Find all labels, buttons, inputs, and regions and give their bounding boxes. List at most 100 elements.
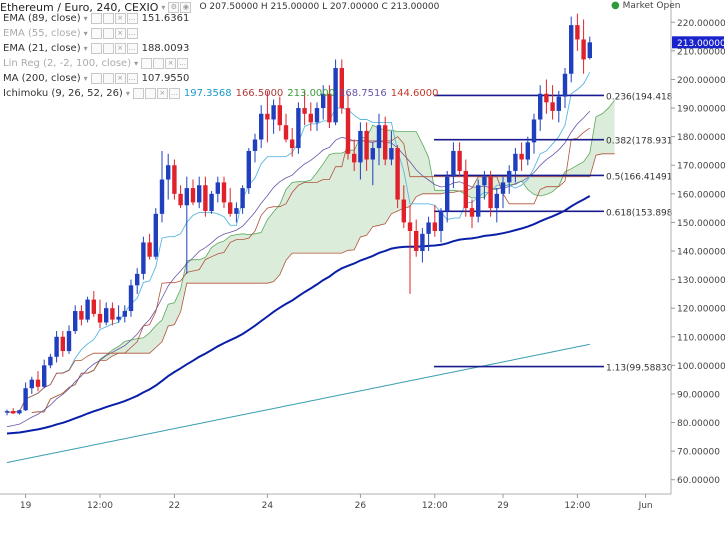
candle-body — [234, 208, 239, 214]
legend-label: Lin Reg (2, -2, 100, close) — [3, 58, 132, 69]
y-tick-label: 130.00000 — [677, 276, 725, 286]
candle-body — [562, 73, 568, 97]
settings-icon[interactable] — [102, 43, 114, 54]
candle-body — [23, 388, 28, 411]
chevron-down-icon[interactable]: ▾ — [125, 89, 130, 98]
fib-level-label: 0.236(194.418 — [606, 92, 673, 102]
ichimoku-value: 168.7516 — [339, 88, 387, 99]
close-icon[interactable]: × — [114, 43, 126, 54]
candle-body — [265, 113, 270, 120]
candle-body — [482, 176, 487, 186]
symbol-dropdown-icon[interactable]: ▾ — [161, 2, 166, 12]
chevron-down-icon[interactable]: ▾ — [83, 74, 88, 83]
chevron-down-icon[interactable]: ▾ — [83, 14, 88, 23]
candle-body — [240, 188, 245, 209]
legend-value: 188.0093 — [141, 43, 190, 54]
x-tick-label: 26 — [355, 501, 367, 511]
settings-icon[interactable] — [153, 58, 165, 69]
candle-body — [327, 93, 332, 123]
x-tick-label: 12:00 — [87, 501, 113, 511]
candle-body — [48, 356, 53, 366]
close-icon[interactable]: × — [156, 88, 168, 99]
legend-row[interactable]: EMA (89, close) ▾ ×… 151.6361 — [3, 13, 189, 24]
y-tick-label: 120.00000 — [677, 305, 725, 315]
hide-icon[interactable]: ◉ — [180, 1, 192, 13]
candle-body — [147, 242, 152, 257]
more-icon[interactable]: … — [126, 13, 138, 24]
candle-body — [252, 139, 258, 151]
y-tick-label: 70.00000 — [677, 448, 720, 458]
candle-body — [531, 119, 537, 143]
more-icon[interactable]: … — [177, 58, 189, 69]
ichimoku-span-b-line — [31, 153, 615, 413]
eye-icon[interactable] — [90, 28, 102, 39]
x-tick-label: 12:00 — [422, 501, 448, 511]
market-status: ● Market Open — [611, 0, 680, 11]
legend-row-ichimoku[interactable]: Ichimoku (9, 26, 52, 26) ▾ ×… 197.3568 166.5… — [3, 88, 438, 99]
close-icon[interactable]: × — [114, 13, 126, 24]
candle-body — [172, 165, 177, 194]
eye-icon[interactable] — [141, 58, 153, 69]
candle-body — [246, 150, 251, 189]
candle-body — [426, 222, 431, 234]
legend-label: MA (200, close) — [3, 73, 81, 84]
candle-body — [358, 130, 363, 163]
ma200-line — [6, 343, 590, 464]
candle-body — [85, 299, 90, 320]
ichimoku-span-a-line — [31, 99, 615, 413]
settings-icon[interactable] — [102, 13, 114, 24]
y-tick-label: 60.00000 — [677, 476, 720, 486]
ema89-line — [6, 195, 591, 435]
legend-row[interactable]: MA (200, close) ▾ ×… 107.9550 — [3, 73, 189, 84]
candle-body — [197, 185, 202, 203]
eye-icon[interactable] — [90, 73, 102, 84]
candle-body — [389, 148, 394, 160]
candle-body — [376, 125, 382, 149]
settings-icon[interactable]: ⚙ — [168, 1, 180, 13]
settings-icon[interactable] — [102, 73, 114, 84]
candle-body — [128, 285, 134, 312]
y-tick-label: 190.00000 — [677, 105, 725, 115]
candle-body — [110, 308, 115, 320]
chevron-down-icon[interactable]: ▾ — [83, 44, 88, 53]
legend-row[interactable]: EMA (21, close) ▾ ×… 188.0093 — [3, 43, 189, 54]
fib-level-label: 0.618(153.898 — [606, 208, 673, 218]
fib-level-label: 1.13(99.58830 — [606, 364, 673, 374]
candle-body — [141, 242, 146, 274]
candle-body — [283, 125, 289, 140]
candle-body — [73, 311, 78, 332]
close-icon[interactable]: × — [114, 28, 126, 39]
x-tick-label: 12:00 — [564, 501, 590, 511]
more-icon[interactable]: … — [126, 28, 138, 39]
candle-body — [525, 142, 530, 160]
market-status-label: Market Open — [622, 1, 681, 11]
candle-body — [556, 96, 561, 111]
legend-row[interactable]: EMA (55, close) ▾ ×… — [3, 28, 138, 39]
eye-icon[interactable] — [132, 88, 144, 99]
x-tick-label: 19 — [20, 501, 32, 511]
candle-body — [54, 336, 59, 357]
candle-body — [364, 130, 369, 160]
more-icon[interactable]: … — [168, 88, 180, 99]
settings-icon[interactable] — [102, 28, 114, 39]
y-tick-label: 170.00000 — [677, 162, 725, 172]
settings-icon[interactable] — [144, 88, 156, 99]
more-icon[interactable]: … — [126, 43, 138, 54]
legend-row[interactable]: Lin Reg (2, -2, 100, close) ▾ ×… — [3, 58, 189, 69]
more-icon[interactable]: … — [126, 73, 138, 84]
eye-icon[interactable] — [90, 13, 102, 24]
eye-icon[interactable] — [90, 43, 102, 54]
symbol-title[interactable]: Ethereum / Euro, 240, CEXIO — [0, 0, 159, 14]
candle-body — [352, 153, 357, 163]
ohlc-readout: O 207.50000 H 215.00000 L 207.00000 C 21… — [199, 2, 440, 12]
y-tick-label: 220.00000 — [677, 19, 725, 29]
chevron-down-icon[interactable]: ▾ — [83, 29, 88, 38]
chevron-down-icon[interactable]: ▾ — [134, 59, 139, 68]
candle-body — [159, 179, 165, 214]
candle-body — [314, 108, 320, 123]
close-icon[interactable]: × — [114, 73, 126, 84]
candle-body — [587, 42, 592, 59]
candle-body — [308, 113, 313, 123]
close-icon[interactable]: × — [165, 58, 177, 69]
